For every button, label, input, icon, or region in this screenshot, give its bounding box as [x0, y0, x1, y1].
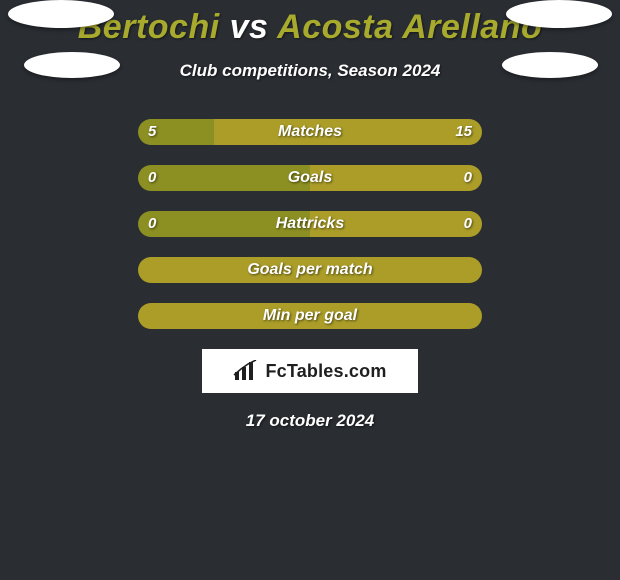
title-vs: vs	[230, 8, 269, 46]
source-logo-text: FcTables.com	[265, 361, 386, 382]
date-line: 17 october 2024	[0, 411, 620, 431]
stat-value-right: 15	[455, 119, 472, 145]
stat-value-right: 0	[464, 211, 472, 237]
stat-label: Hattricks	[138, 211, 482, 237]
comparison-widget: Bertochi vs Acosta Arellano Club competi…	[0, 0, 620, 580]
stat-row: Goals per match	[0, 257, 620, 283]
stat-row: Hattricks0 0	[0, 211, 620, 237]
player2-name: Acosta Arellano	[277, 8, 542, 46]
player1-badge-2	[24, 52, 120, 78]
stat-value-left: 0	[148, 211, 156, 237]
stat-bar: Goals per match	[138, 257, 482, 283]
stat-row: Matches5 15	[0, 119, 620, 145]
stat-bar: Hattricks0 0	[138, 211, 482, 237]
stat-value-right: 0	[464, 165, 472, 191]
source-logo: FcTables.com	[202, 349, 418, 393]
player2-badge-2	[502, 52, 598, 78]
stat-label: Goals per match	[138, 257, 482, 283]
stat-label: Matches	[138, 119, 482, 145]
stat-bar: Min per goal	[138, 303, 482, 329]
stat-rows: Matches515Goals00Hattricks00Goals per ma…	[0, 119, 620, 329]
stat-row: Goals0 0	[0, 165, 620, 191]
stat-bar: Goals0 0	[138, 165, 482, 191]
bar-chart-icon	[233, 360, 259, 382]
stat-value-left: 5	[148, 119, 156, 145]
stat-label: Goals	[138, 165, 482, 191]
player2-badge-1	[506, 0, 612, 28]
stat-label: Min per goal	[138, 303, 482, 329]
stat-row: Min per goal	[0, 303, 620, 329]
stat-bar: Matches5 15	[138, 119, 482, 145]
stat-value-left: 0	[148, 165, 156, 191]
player1-badge-1	[8, 0, 114, 28]
